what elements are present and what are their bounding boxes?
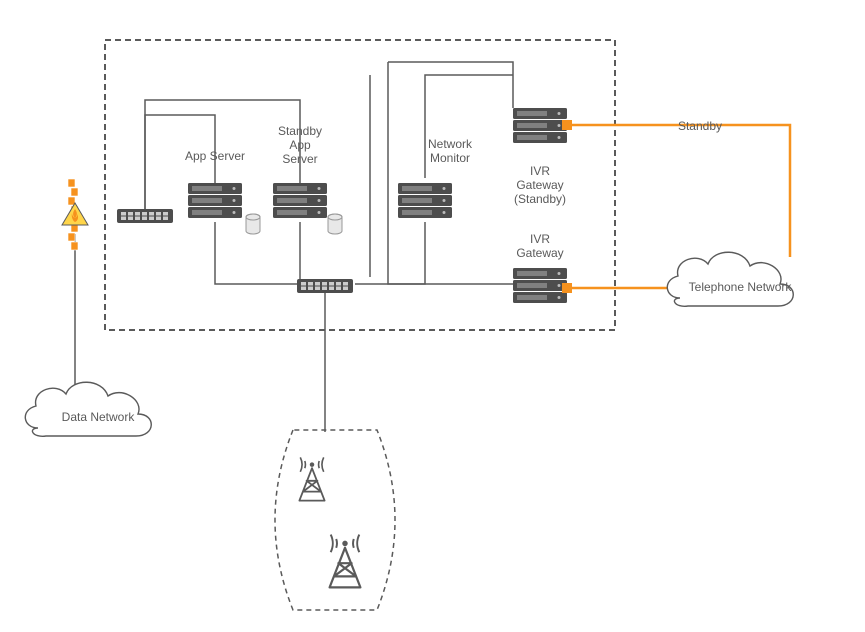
network-diagram: Data Network Telephone Network App Server S… bbox=[0, 0, 865, 632]
port-icon bbox=[562, 120, 572, 130]
cloud-data-network: Data Network bbox=[25, 382, 151, 436]
switch-bottom bbox=[297, 279, 353, 293]
radio-tower-2 bbox=[330, 535, 361, 588]
app-server bbox=[188, 183, 242, 218]
standby-app-server bbox=[273, 183, 327, 218]
standby-line-label: Standby bbox=[678, 119, 722, 133]
switch-left bbox=[117, 209, 173, 223]
network-monitor-label: NetworkMonitor bbox=[428, 137, 473, 165]
database-1 bbox=[246, 214, 260, 234]
firewall bbox=[62, 179, 88, 250]
radio-tower-1 bbox=[299, 457, 324, 500]
connection-line bbox=[388, 62, 513, 108]
app-server-label: App Server bbox=[185, 149, 245, 163]
connection-line-orange bbox=[567, 125, 790, 257]
database-2 bbox=[328, 214, 342, 234]
cloud-telephone-network: Telephone Network bbox=[667, 252, 793, 306]
ivr-standby-label: IVRGateway(Standby) bbox=[514, 164, 566, 206]
cloud-label: Telephone Network bbox=[689, 280, 793, 294]
ivr-gateway bbox=[513, 268, 567, 303]
standby-app-server-label: StandbyAppServer bbox=[278, 124, 322, 166]
connection-line bbox=[388, 62, 513, 284]
tower-boundary bbox=[275, 430, 395, 610]
network-monitor bbox=[398, 183, 452, 218]
connection-line bbox=[355, 222, 425, 284]
port-icon bbox=[562, 283, 572, 293]
cloud-label: Data Network bbox=[62, 410, 136, 424]
ivr-gateway-label: IVRGateway bbox=[516, 232, 563, 260]
ivr-gateway-standby bbox=[513, 108, 567, 143]
